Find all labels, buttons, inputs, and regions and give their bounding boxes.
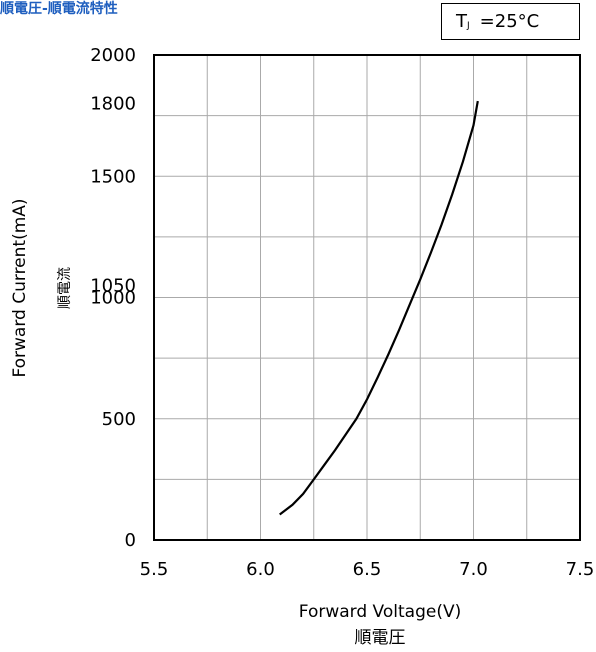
y-tick-label: 1000 bbox=[90, 288, 136, 309]
grid-layer bbox=[154, 55, 580, 540]
forward-current-curve bbox=[279, 100, 479, 516]
x-axis-label-jp: 順電圧 bbox=[354, 628, 406, 648]
x-tick-label: 6.0 bbox=[246, 559, 275, 580]
chart-title: 順電圧-順電流特性 bbox=[0, 1, 118, 17]
y-tick-label: 1500 bbox=[90, 166, 136, 187]
plot-frame bbox=[153, 54, 581, 541]
temp-subscript: J bbox=[467, 20, 470, 31]
x-axis-label: Forward Voltage(V) bbox=[298, 602, 462, 622]
temp-symbol: T bbox=[456, 11, 467, 32]
y-tick-label: 2000 bbox=[90, 45, 136, 66]
y-tick-label: 1050 bbox=[90, 275, 136, 296]
x-tick-label: 5.5 bbox=[140, 559, 169, 580]
y-axis-label: Forward Current(mA) bbox=[10, 198, 30, 378]
y-axis-label-jp: 順電流 bbox=[57, 267, 73, 309]
temp-value: =25°C bbox=[479, 11, 540, 32]
x-tick-label: 6.5 bbox=[353, 559, 382, 580]
y-tick-label: 500 bbox=[102, 409, 136, 430]
x-tick-label: 7.5 bbox=[566, 559, 595, 580]
y-tick-label: 0 bbox=[125, 530, 136, 551]
x-tick-label: 7.0 bbox=[459, 559, 488, 580]
y-tick-label: 1800 bbox=[90, 94, 136, 115]
